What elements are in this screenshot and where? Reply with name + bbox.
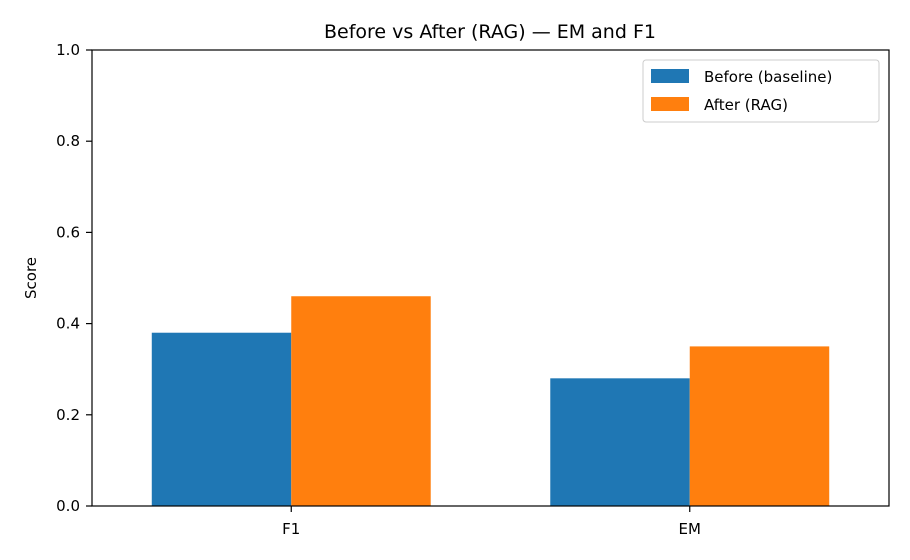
chart-title: Before vs After (RAG) — EM and F1 xyxy=(324,21,656,43)
y-tick-label: 1.0 xyxy=(56,41,80,59)
bar-em-after xyxy=(689,346,830,506)
y-tick-label: 0.6 xyxy=(56,223,80,241)
y-tick-label: 0.0 xyxy=(56,497,80,515)
y-axis-label: Score xyxy=(22,257,40,299)
legend-box xyxy=(642,59,880,123)
y-tick-label: 0.2 xyxy=(56,406,80,424)
bar-em-before xyxy=(550,378,690,506)
axes-layer: 0.0 0.2 0.4 0.6 0.8 1.0 F1 EM xyxy=(56,41,890,538)
y-tick-label: 0.4 xyxy=(56,315,80,333)
plot-frame xyxy=(91,49,890,507)
bar-f1-before xyxy=(151,332,292,506)
legend: Before (baseline) After (RAG) xyxy=(642,59,880,123)
legend-swatch-after xyxy=(651,97,689,111)
x-tick-label-em: EM xyxy=(679,520,701,538)
legend-label-after: After (RAG) xyxy=(704,96,788,114)
legend-swatch-before xyxy=(651,69,689,83)
bar-f1-after xyxy=(291,296,431,506)
bars-layer xyxy=(151,296,830,506)
y-tick-label: 0.8 xyxy=(56,132,80,150)
x-tick-label-f1: F1 xyxy=(282,520,300,538)
legend-label-before: Before (baseline) xyxy=(704,68,832,86)
